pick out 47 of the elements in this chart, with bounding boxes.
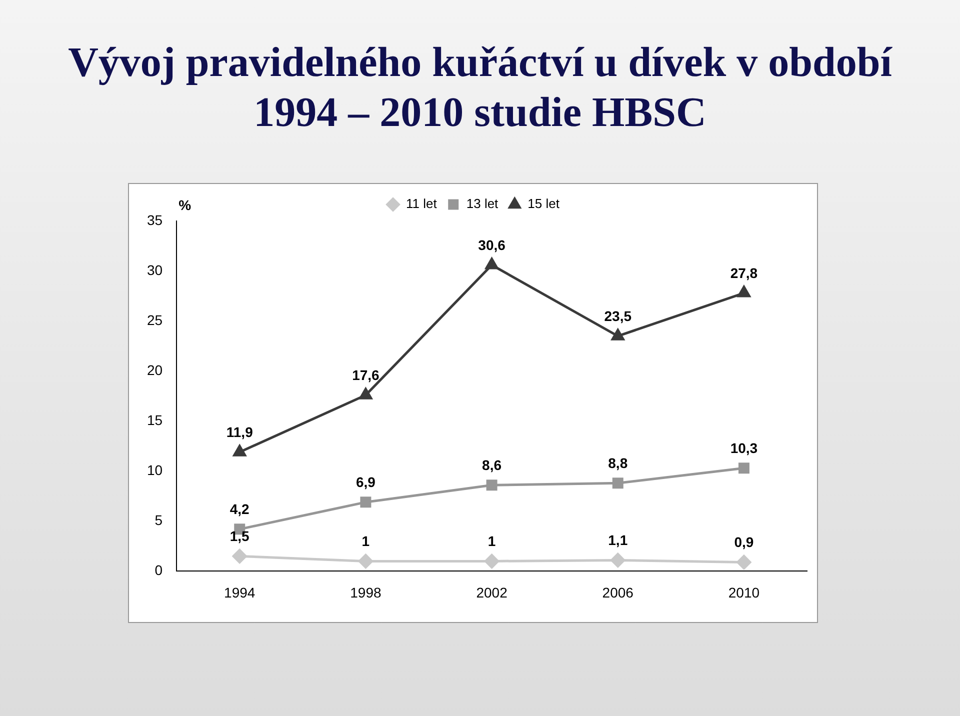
- legend-label: 11 let: [406, 196, 438, 212]
- chart-title: Vývoj pravidelného kuřáctví u dívek v období 1994 – 2010 studie HBSC: [67, 39, 894, 138]
- x-tick-label: 2010: [728, 584, 760, 600]
- y-tick-label: 25: [146, 312, 163, 328]
- data-label: 1,5: [230, 528, 250, 544]
- data-label: 8,6: [482, 457, 502, 474]
- data-label: 1,1: [608, 532, 628, 548]
- data-label: 30,6: [478, 236, 506, 253]
- legend-label: 13 let: [466, 196, 499, 212]
- point: [485, 258, 498, 270]
- data-label: 1: [362, 533, 370, 550]
- point: [610, 552, 626, 568]
- x-tick-label: 2002: [476, 584, 508, 600]
- data-label: 27,8: [730, 264, 758, 281]
- data-label: 8,8: [608, 455, 628, 472]
- y-tick-label: 30: [146, 262, 163, 278]
- data-label: 10,3: [730, 440, 758, 456]
- point: [738, 286, 750, 298]
- point: [611, 328, 624, 340]
- y-axis-title: %: [178, 196, 192, 213]
- data-label: 0,9: [734, 534, 754, 550]
- y-tick-label: 5: [154, 512, 163, 528]
- point: [738, 462, 750, 474]
- y-tick-label: 0: [154, 562, 163, 578]
- y-tick-label: 20: [146, 362, 163, 378]
- data-label: 17,6: [352, 366, 380, 383]
- y-tick-label: 35: [146, 212, 163, 228]
- legend-label: 15 let: [528, 196, 560, 212]
- point: [359, 388, 372, 400]
- point: [358, 554, 373, 568]
- data-label: 11,9: [226, 424, 254, 440]
- point: [233, 444, 246, 456]
- point: [360, 496, 372, 508]
- data-label: 6,9: [356, 474, 376, 490]
- point: [486, 480, 498, 491]
- point: [612, 478, 624, 489]
- point: [232, 548, 247, 564]
- point: [484, 554, 500, 568]
- x-tick-label: 1994: [224, 584, 256, 600]
- y-tick-label: 15: [146, 412, 163, 428]
- x-tick-label: 1998: [350, 584, 382, 600]
- point: [736, 554, 752, 570]
- y-tick-label: 10: [146, 462, 163, 478]
- data-label: 4,2: [230, 501, 250, 518]
- x-tick-label: 2006: [602, 584, 634, 600]
- data-label: 23,5: [604, 308, 632, 324]
- data-label: 1: [488, 533, 496, 550]
